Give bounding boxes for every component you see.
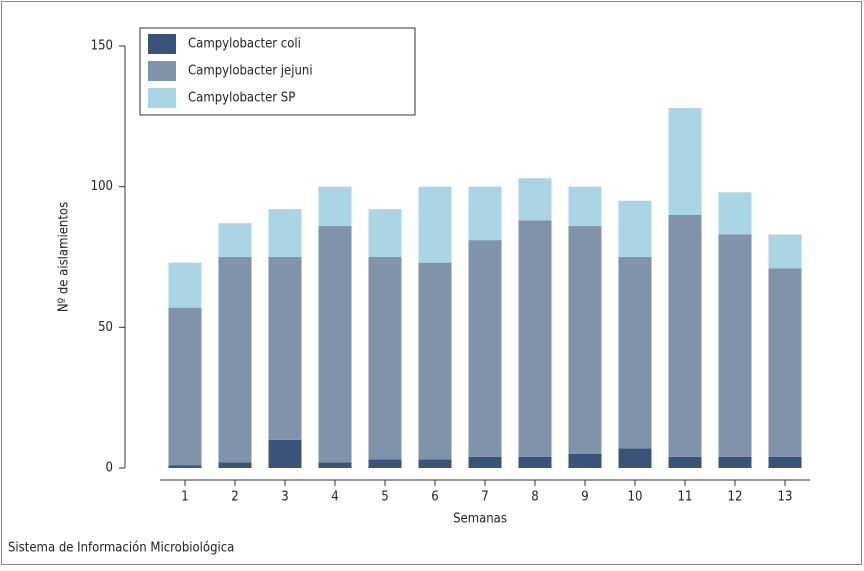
bar-segment xyxy=(468,186,502,241)
bar-segment xyxy=(668,107,702,215)
legend-label: Campylobacter jejuni xyxy=(188,64,313,79)
bar-segment xyxy=(718,192,752,235)
bar-segment xyxy=(768,234,802,269)
x-tick-label: 12 xyxy=(728,490,743,505)
bar-segment xyxy=(268,257,302,440)
x-tick-label: 9 xyxy=(581,490,588,505)
x-tick-label: 7 xyxy=(481,490,488,505)
y-tick-label: 150 xyxy=(91,39,113,54)
x-axis-label: Semanas xyxy=(453,512,507,527)
bar-segment xyxy=(368,459,402,468)
legend-swatch xyxy=(148,61,176,81)
bar-segment xyxy=(668,214,702,457)
x-tick-label: 6 xyxy=(431,490,438,505)
bar-segment xyxy=(468,456,502,468)
x-tick-label: 2 xyxy=(231,490,238,505)
bar-segment xyxy=(568,186,602,227)
source: Sistema de Información Microbiológica xyxy=(8,541,234,556)
bar-segment xyxy=(468,240,502,457)
bar-segment xyxy=(368,209,402,257)
bar-segment xyxy=(268,439,302,468)
bar-segment xyxy=(518,220,552,457)
bar-segment xyxy=(618,257,652,449)
bar-segment xyxy=(218,462,252,468)
bar-segment xyxy=(718,234,752,457)
bar-segment xyxy=(318,186,352,227)
bar-segment xyxy=(318,462,352,468)
bar-segment xyxy=(518,178,552,221)
bar-segment xyxy=(218,223,252,257)
y-tick-label: 50 xyxy=(98,320,113,335)
bar-segment xyxy=(418,262,452,460)
bar-segment xyxy=(568,453,602,468)
x-tick-label: 4 xyxy=(331,490,338,505)
bar-segment xyxy=(168,262,202,308)
legend-label: Campylobacter SP xyxy=(188,91,295,106)
legend-swatch xyxy=(148,88,176,108)
x-tick-label: 3 xyxy=(281,490,288,505)
bar-segment xyxy=(618,200,652,257)
bar-segment xyxy=(668,456,702,468)
y-axis-label: Nº de aislamientos xyxy=(57,202,72,312)
bar-segment xyxy=(718,456,752,468)
legend-swatch xyxy=(148,34,176,54)
bar-segment xyxy=(568,226,602,454)
x-tick-label: 10 xyxy=(628,490,643,505)
x-tick-label: 13 xyxy=(778,490,793,505)
bar-segment xyxy=(768,268,802,457)
x-tick-label: 8 xyxy=(531,490,538,505)
bar-segment xyxy=(368,257,402,460)
y-tick-label: 100 xyxy=(91,179,113,194)
bar-segment xyxy=(168,465,202,468)
bar-segment xyxy=(518,456,552,468)
x-tick-label: 5 xyxy=(381,490,388,505)
bar-segment xyxy=(618,448,652,468)
bar-segment xyxy=(268,209,302,257)
x-tick-label: 11 xyxy=(678,490,693,505)
bar-segment xyxy=(168,307,202,466)
legend-label: Campylobacter coli xyxy=(188,37,301,52)
bar-segment xyxy=(418,459,452,468)
bar-segment xyxy=(768,456,802,468)
bar-segment xyxy=(418,186,452,263)
x-tick-label: 1 xyxy=(181,490,188,505)
bar-segment xyxy=(318,226,352,463)
legend-box xyxy=(139,27,416,116)
bar-segment xyxy=(218,257,252,463)
y-tick-label: 0 xyxy=(106,461,113,476)
